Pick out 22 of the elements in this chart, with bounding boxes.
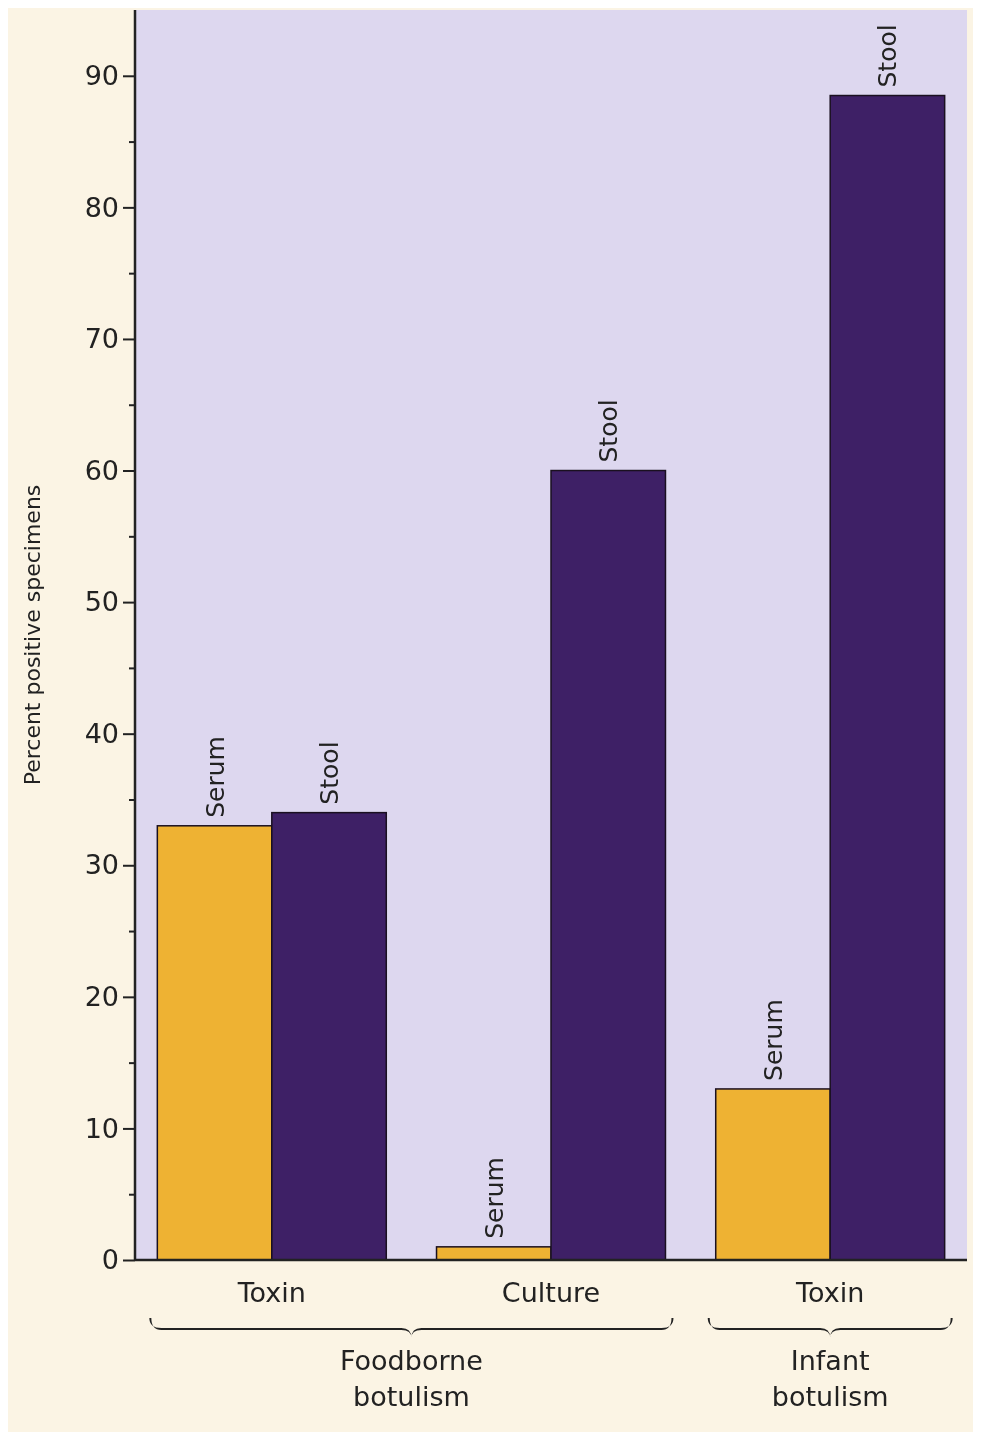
text: Serum <box>479 1157 509 1239</box>
y-axis-title: Percent positive specimens <box>20 484 45 786</box>
y-tick-label: 80 <box>84 191 119 223</box>
text: Serum <box>758 999 788 1081</box>
y-tick-label: 40 <box>84 717 119 749</box>
y-tick-label: 90 <box>84 59 119 91</box>
text: Stool <box>873 24 903 88</box>
x-tick-label: Toxin <box>795 1277 865 1308</box>
y-tick-label: 60 <box>84 454 119 486</box>
text: Infant botulism <box>771 1345 889 1412</box>
y-tick-label: 10 <box>84 1112 119 1144</box>
x-tick-label: Culture <box>501 1277 601 1308</box>
x-tick-label: Toxin <box>236 1277 306 1308</box>
text: Serum <box>200 736 230 818</box>
y-tick-label: 20 <box>84 980 119 1012</box>
y-tick-label: 50 <box>84 586 119 618</box>
y-tick-label: 0 <box>101 1244 119 1276</box>
text: Foodborne botulism <box>340 1345 483 1412</box>
y-tick-label: 70 <box>84 323 119 355</box>
text: Stool <box>315 741 345 805</box>
text: Stool <box>594 399 624 463</box>
y-tick-label: 30 <box>84 849 119 881</box>
